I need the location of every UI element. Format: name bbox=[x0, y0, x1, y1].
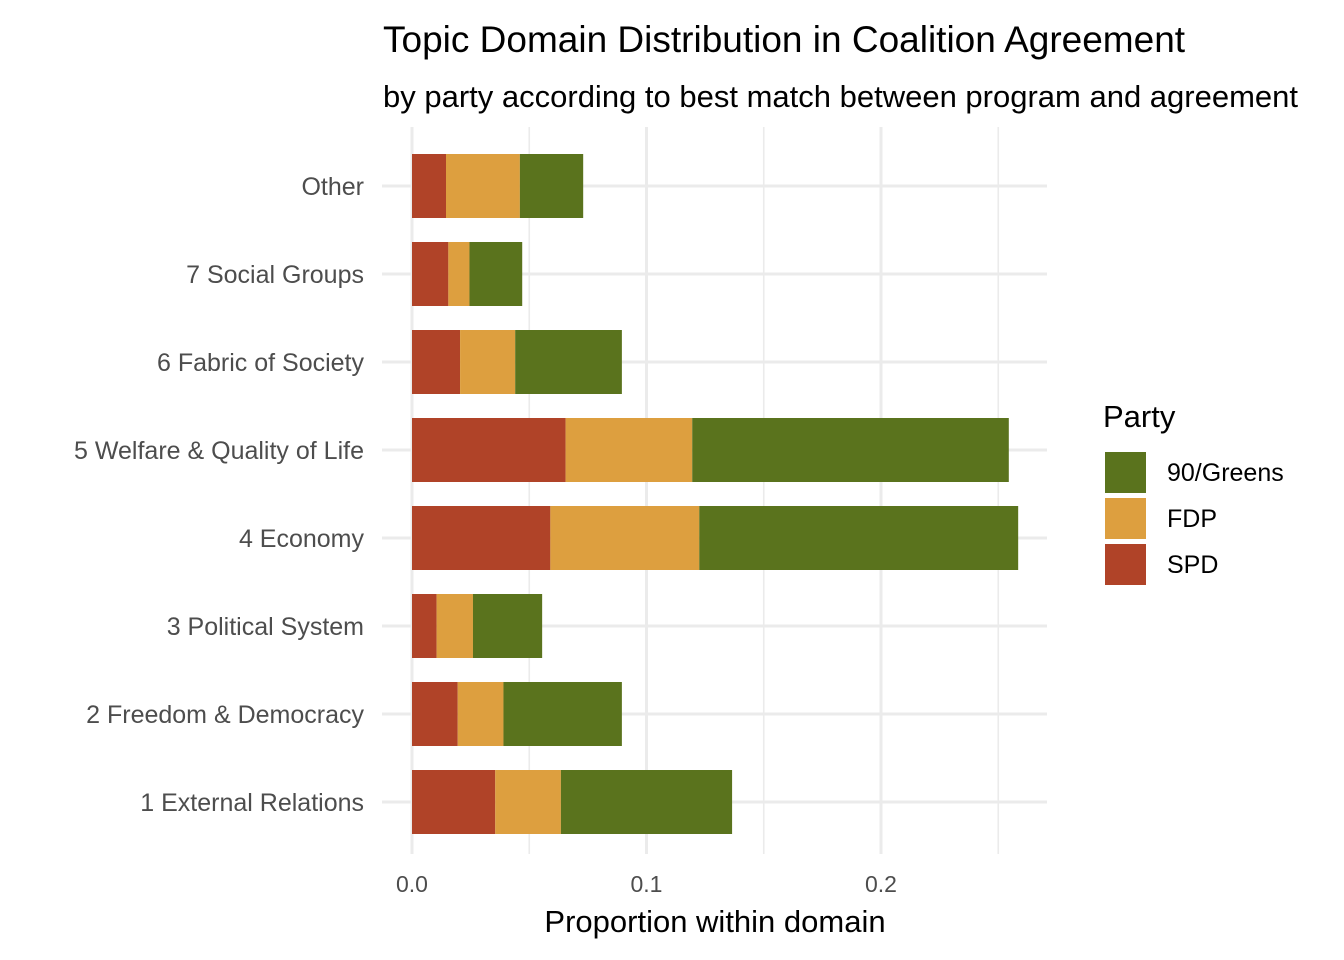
bar-90-greens-6-fabric-of-society bbox=[515, 330, 622, 394]
bar-90-greens-3-political-system bbox=[472, 594, 543, 658]
legend-title: Party bbox=[1103, 399, 1176, 434]
category-label-2-freedom-democracy: 2 Freedom & Democracy bbox=[86, 701, 364, 729]
category-label-5-welfare-quality-of-life: 5 Welfare & Quality of Life bbox=[74, 437, 364, 465]
bar-spd-7-social-groups bbox=[412, 242, 449, 306]
bar-90-greens-other bbox=[519, 154, 584, 218]
bar-fdp-1-external-relations bbox=[495, 770, 561, 834]
bar-spd-5-welfare-quality-of-life bbox=[412, 418, 566, 482]
x-tick-label-1: 0.1 bbox=[631, 871, 663, 897]
legend-swatch-fdp bbox=[1105, 498, 1146, 539]
category-label-1-external-relations: 1 External Relations bbox=[140, 789, 364, 817]
category-label-7-social-groups: 7 Social Groups bbox=[186, 261, 364, 289]
category-label-4-economy: 4 Economy bbox=[239, 525, 365, 553]
bar-spd-4-economy bbox=[412, 506, 551, 570]
bar-spd-2-freedom-democracy bbox=[412, 682, 458, 746]
x-tick-label-0: 0.0 bbox=[396, 871, 428, 897]
bar-90-greens-1-external-relations bbox=[560, 770, 733, 834]
bar-90-greens-4-economy bbox=[699, 506, 1019, 570]
x-axis-title: Proportion within domain bbox=[544, 904, 885, 939]
bar-fdp-6-fabric-of-society bbox=[460, 330, 516, 394]
legend-label-fdp: FDP bbox=[1167, 505, 1217, 533]
category-label-6-fabric-of-society: 6 Fabric of Society bbox=[157, 349, 365, 377]
bar-90-greens-7-social-groups bbox=[469, 242, 523, 306]
legend-label-spd: SPD bbox=[1167, 551, 1218, 579]
bar-fdp-3-political-system bbox=[436, 594, 473, 658]
category-labels: 1 External Relations 2 Freedom & Democrac… bbox=[74, 173, 364, 817]
bar-spd-1-external-relations bbox=[412, 770, 496, 834]
chart-subtitle: by party according to best match between… bbox=[383, 79, 1298, 114]
bar-90-greens-5-welfare-quality-of-life bbox=[692, 418, 1009, 482]
legend-swatch-spd bbox=[1105, 544, 1146, 585]
x-tick-label-2: 0.2 bbox=[865, 871, 897, 897]
bar-fdp-4-economy bbox=[550, 506, 700, 570]
legend-swatch-90-greens bbox=[1105, 452, 1146, 493]
bar-90-greens-2-freedom-democracy bbox=[503, 682, 622, 746]
bar-fdp-7-social-groups bbox=[448, 242, 470, 306]
bar-fdp-5-welfare-quality-of-life bbox=[565, 418, 693, 482]
bar-spd-3-political-system bbox=[412, 594, 437, 658]
bar-spd-other bbox=[412, 154, 447, 218]
category-label-3-political-system: 3 Political System bbox=[167, 613, 364, 641]
legend-label-90-greens: 90/Greens bbox=[1167, 459, 1284, 487]
chart-title: Topic Domain Distribution in Coalition A… bbox=[383, 19, 1186, 60]
x-tick-labels: 0.0 0.1 0.2 bbox=[396, 871, 897, 897]
legend: Party 90/Greens FDP SPD bbox=[1103, 399, 1284, 585]
bars-layer bbox=[412, 154, 1019, 834]
bar-fdp-2-freedom-democracy bbox=[457, 682, 504, 746]
legend-items: 90/Greens FDP SPD bbox=[1105, 452, 1284, 585]
bar-fdp-other bbox=[446, 154, 520, 218]
bar-spd-6-fabric-of-society bbox=[412, 330, 461, 394]
category-label-other: Other bbox=[301, 173, 364, 201]
